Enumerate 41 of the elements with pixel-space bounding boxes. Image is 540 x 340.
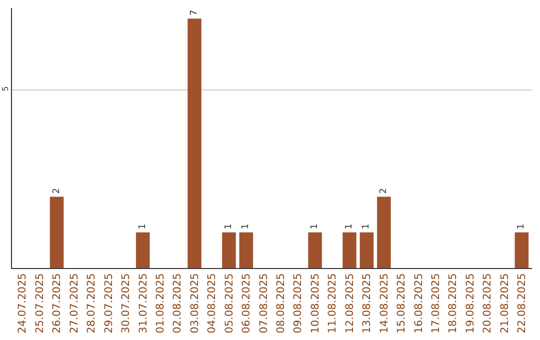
x-tick-label: 19.08.2025 [464, 273, 476, 334]
data-label: 1 [241, 224, 252, 230]
data-label: 1 [362, 224, 372, 230]
x-tick-label: 13.08.2025 [361, 273, 374, 334]
x-tick-label: 02.08.2025 [172, 273, 184, 334]
x-tick-label: 27.07.2025 [68, 273, 80, 334]
x-tick-label: 07.08.2025 [258, 273, 270, 334]
x-tick-label: 22.08.2025 [516, 273, 528, 334]
x-tick-label: 21.08.2025 [498, 273, 511, 334]
data-label: 1 [516, 224, 527, 230]
x-tick-label: 04.08.2025 [206, 273, 218, 334]
x-tick-label: 01.08.2025 [154, 273, 166, 334]
x-tick-label: 20.08.2025 [482, 273, 494, 334]
data-label: 1 [310, 224, 320, 230]
x-tick-label: 14.08.2025 [378, 273, 390, 334]
data-label: 2 [52, 188, 62, 194]
data-label: 2 [378, 188, 389, 194]
x-tick-label: 03.08.2025 [188, 273, 201, 334]
x-tick-label: 08.08.2025 [275, 273, 288, 334]
x-tick-label: 15.08.2025 [396, 273, 408, 334]
x-tick-label: 05.08.2025 [223, 273, 236, 334]
x-tick-label: 25.07.2025 [34, 273, 46, 334]
x-tick-label: 31.07.2025 [137, 273, 150, 334]
x-tick-label: 16.08.2025 [412, 273, 425, 334]
x-tick-label: 26.07.2025 [51, 273, 64, 334]
x-tick-label: 09.08.2025 [292, 273, 304, 334]
data-label: 1 [344, 224, 354, 230]
x-tick-label: 10.08.2025 [309, 273, 322, 334]
x-tick-label: 06.08.2025 [240, 273, 253, 334]
x-tick-label: 12.08.2025 [344, 273, 356, 334]
x-tick-label: 28.07.2025 [86, 273, 98, 334]
y-tick-label: 5 [0, 86, 10, 92]
data-label: 1 [224, 224, 234, 230]
x-tick-label: 29.07.2025 [102, 273, 115, 334]
data-label: 7 [190, 10, 200, 16]
data-label: 1 [138, 224, 148, 230]
x-tick-label: 18.08.2025 [447, 273, 460, 334]
x-tick-label: 30.07.2025 [120, 273, 132, 334]
x-tick-label: 11.08.2025 [326, 273, 339, 334]
x-tick-label: 17.08.2025 [430, 273, 442, 334]
x-tick-label: 24.07.2025 [16, 273, 29, 334]
